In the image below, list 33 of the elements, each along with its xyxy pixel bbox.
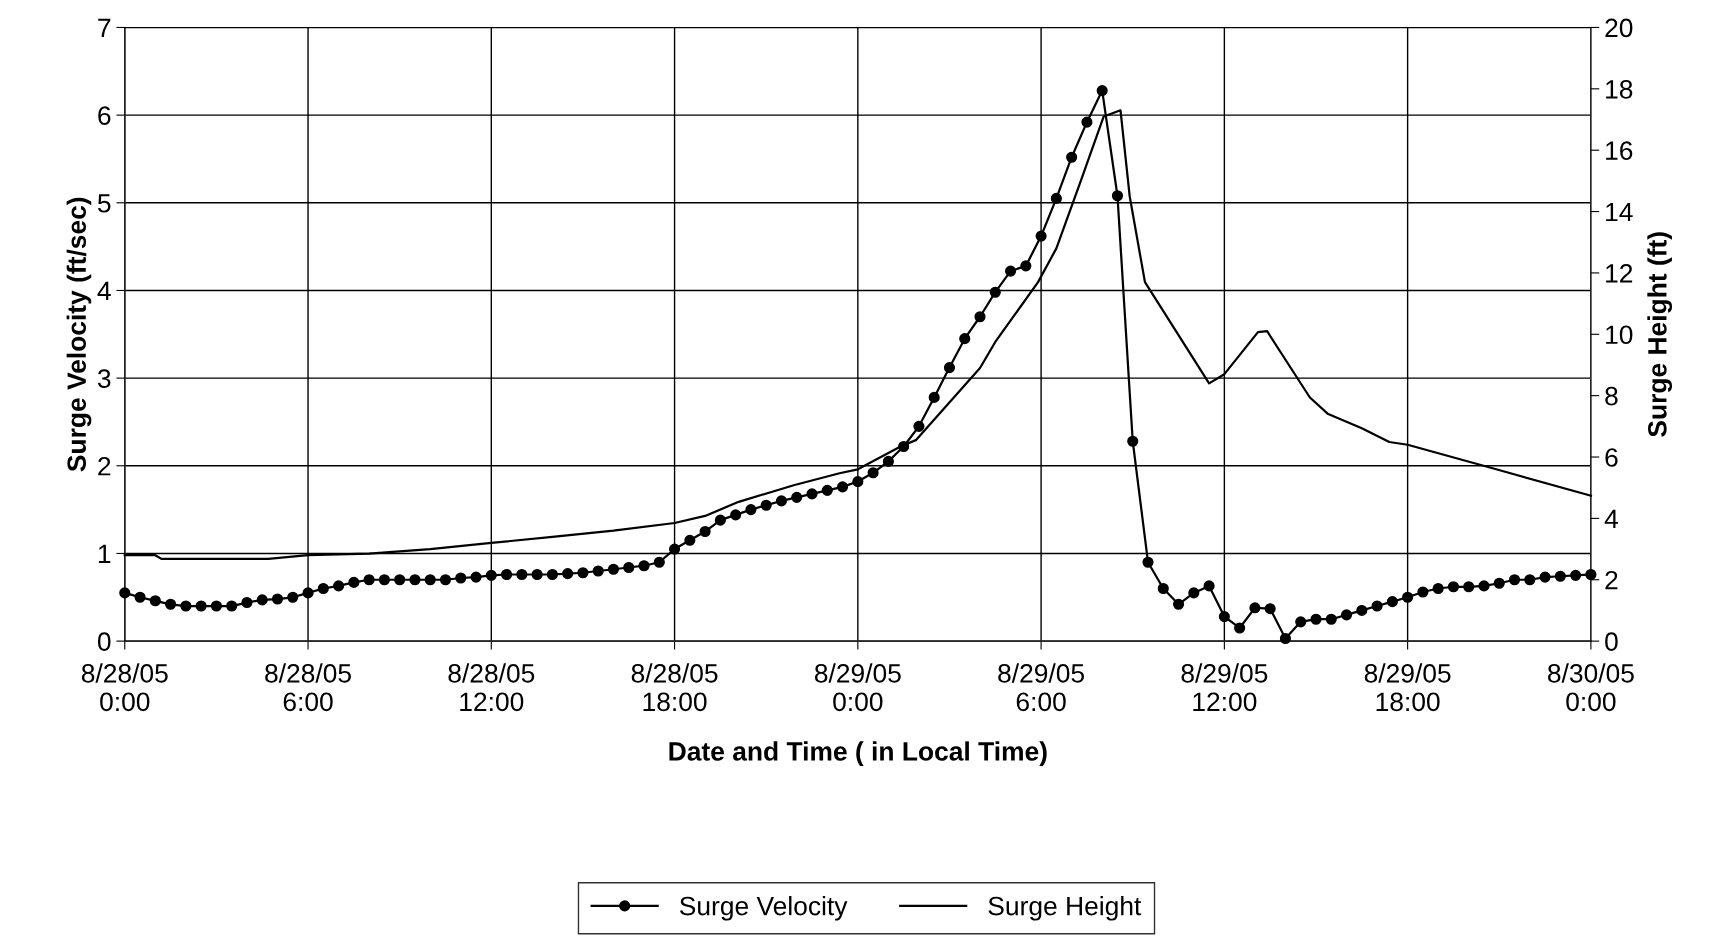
x-tick-label: 8/30/05 0:00 xyxy=(1548,663,1634,712)
x-tick-label: 8/28/05 6:00 xyxy=(265,663,351,712)
y-tick-label: 7 xyxy=(98,18,111,38)
x-tick-label: 8/28/05 12:00 xyxy=(448,663,535,712)
y-tick-label: 5 xyxy=(97,194,111,213)
y2-tick-label: 10 xyxy=(1606,325,1633,345)
y-axis-title: Surge Velocity (ft/sec) xyxy=(66,197,92,472)
y2-axis-title: Surge Height (ft) xyxy=(1647,232,1673,437)
y-tick-label: 0 xyxy=(97,632,111,651)
y2-tick-label: 12 xyxy=(1606,264,1633,283)
y2-tick-label: 6 xyxy=(1605,448,1618,467)
x-axis-title: Date and Time ( in Local Time) xyxy=(669,741,1047,766)
y2-tick-label: 18 xyxy=(1606,79,1633,99)
x-tick-label: 8/28/05 18:00 xyxy=(631,663,718,712)
y2-tick-label: 2 xyxy=(1605,570,1618,590)
y2-tick-label: 16 xyxy=(1606,141,1633,161)
x-tick-label: 8/29/05 0:00 xyxy=(814,663,901,712)
x-tick-label: 8/28/05 0:00 xyxy=(81,663,168,712)
y2-tick-label: 14 xyxy=(1606,202,1633,222)
x-tick-label: 8/29/05 12:00 xyxy=(1181,663,1268,712)
y-tick-label: 4 xyxy=(97,281,111,301)
x-tick-label: 8/29/05 18:00 xyxy=(1364,663,1451,712)
y2-tick-label: 20 xyxy=(1605,18,1633,38)
y-tick-label: 3 xyxy=(97,369,111,388)
legend-label: Surge Height xyxy=(988,896,1142,921)
y-tick-label: 1 xyxy=(98,544,111,564)
x-tick-label: 8/29/05 6:00 xyxy=(998,663,1085,712)
y2-tick-label: 8 xyxy=(1605,386,1618,406)
y2-tick-label: 0 xyxy=(1605,632,1618,651)
y-tick-label: 2 xyxy=(98,456,111,476)
y2-tick-label: 4 xyxy=(1604,509,1618,528)
y-tick-label: 6 xyxy=(98,106,111,125)
legend-label: Surge Velocity xyxy=(679,896,848,921)
